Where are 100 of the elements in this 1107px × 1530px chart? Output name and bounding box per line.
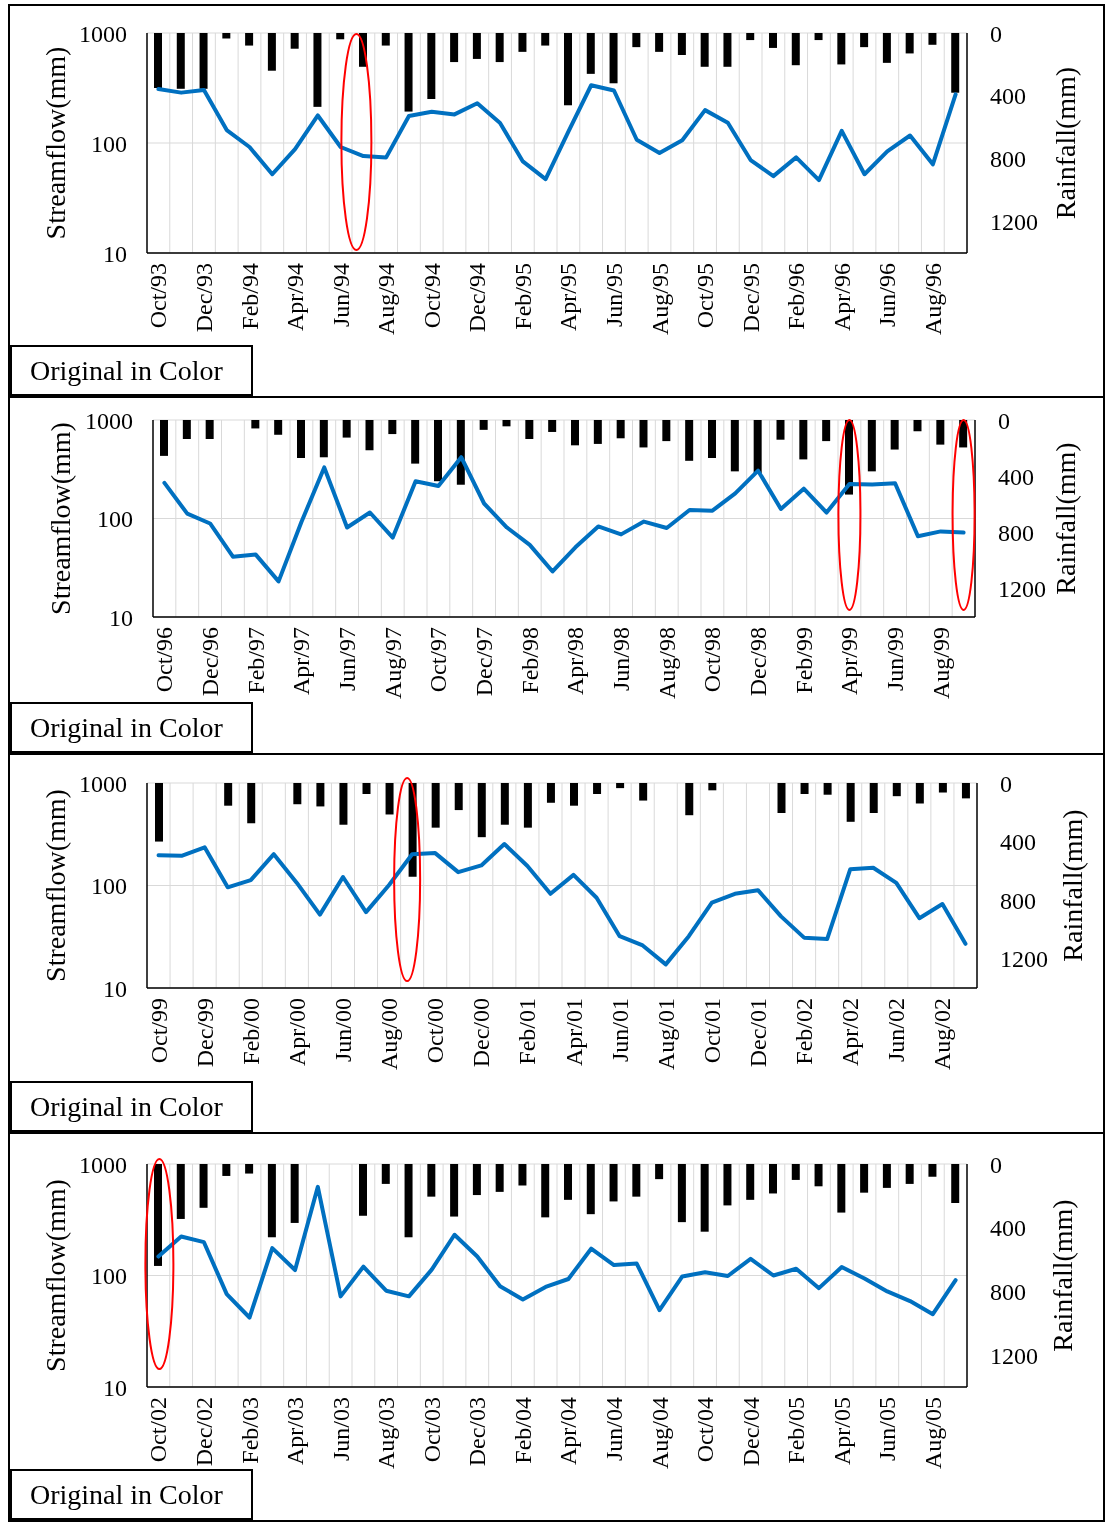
x-tick-label: Jun/01 xyxy=(606,998,633,1063)
x-tick-label: Aug/05 xyxy=(919,1397,946,1469)
x-tick-label: Oct/98 xyxy=(699,627,726,693)
x-tick-label: Aug/04 xyxy=(646,1397,673,1469)
x-tick-label: Oct/01 xyxy=(698,998,725,1064)
x-tick-label: Dec/04 xyxy=(737,1397,764,1467)
y2-tick-label: 1200 xyxy=(990,209,1038,236)
y-axis-title: Streamflow(mm) xyxy=(39,789,71,982)
y2-tick-label: 400 xyxy=(990,1215,1026,1242)
x-tick-label: Aug/03 xyxy=(373,1397,400,1469)
y2-axis-title: Rainfall(mm) xyxy=(1049,442,1081,595)
x-tick-label: Dec/95 xyxy=(737,263,764,333)
x-tick-label: Jun/03 xyxy=(327,1397,354,1462)
x-tick-label: Oct/03 xyxy=(418,1397,445,1463)
x-tick-label: Oct/00 xyxy=(422,998,449,1064)
y-tick-label: 100 xyxy=(91,1263,127,1290)
x-tick-label: Aug/95 xyxy=(646,263,673,335)
y2-tick-label: 1200 xyxy=(990,1342,1038,1369)
x-tick-label: Oct/93 xyxy=(145,263,172,329)
x-tick-label: Aug/94 xyxy=(373,263,400,335)
y-tick-label: 100 xyxy=(91,130,127,157)
x-tick-label: Feb/98 xyxy=(516,627,543,694)
x-tick-label: Feb/96 xyxy=(783,263,810,330)
x-tick-label: Apr/01 xyxy=(560,998,587,1066)
x-tick-label: Dec/98 xyxy=(745,627,772,697)
x-tick-label: Jun/02 xyxy=(883,998,910,1063)
y2-tick-label: 0 xyxy=(1000,770,1012,797)
y2-tick-label: 400 xyxy=(1000,829,1036,856)
x-tick-label: Dec/94 xyxy=(464,263,491,333)
y-tick-label: 100 xyxy=(97,506,133,533)
x-tick-label: Dec/00 xyxy=(468,998,495,1068)
x-tick-label: Dec/01 xyxy=(744,998,771,1068)
y2-tick-label: 800 xyxy=(990,146,1026,173)
x-tick-label: Feb/99 xyxy=(790,627,817,694)
x-tick-label: Apr/03 xyxy=(282,1397,309,1465)
x-tick-label: Jun/95 xyxy=(600,263,627,328)
x-tick-label: Apr/96 xyxy=(828,263,855,331)
x-tick-label: Aug/97 xyxy=(379,627,406,699)
y2-axis-title: Rainfall(mm) xyxy=(1049,66,1081,220)
y2-tick-label: 1200 xyxy=(1000,946,1048,973)
x-tick-label: Feb/05 xyxy=(783,1397,810,1464)
x-tick-label: Oct/95 xyxy=(692,263,719,329)
x-tick-label: Oct/02 xyxy=(145,1397,172,1463)
x-tick-label: Feb/95 xyxy=(509,263,536,330)
text: Original in Color xyxy=(30,1478,223,1512)
x-tick-label: Oct/04 xyxy=(692,1397,719,1463)
text: Original in Color xyxy=(30,354,223,388)
y2-tick-label: 800 xyxy=(1000,887,1036,914)
x-tick-label: Oct/97 xyxy=(425,627,452,693)
y2-tick-label: 0 xyxy=(990,1151,1002,1178)
y-tick-label: 1000 xyxy=(85,407,133,434)
x-tick-label: Aug/96 xyxy=(919,263,946,335)
x-tick-label: Dec/96 xyxy=(197,627,224,697)
x-tick-label: Apr/00 xyxy=(283,998,310,1066)
y2-tick-label: 0 xyxy=(990,20,1002,47)
x-tick-label: Apr/94 xyxy=(282,263,309,331)
y-tick-label: 100 xyxy=(91,873,127,900)
x-tick-label: Jun/00 xyxy=(329,998,356,1063)
y-axis-title: Streamflow(mm) xyxy=(39,46,71,240)
x-tick-label: Aug/99 xyxy=(927,627,954,699)
x-tick-label: Apr/04 xyxy=(555,1397,582,1465)
y2-tick-label: 400 xyxy=(998,463,1034,490)
y2-tick-label: 1200 xyxy=(998,576,1046,603)
x-tick-label: Apr/97 xyxy=(288,627,315,695)
y2-axis-title: Rainfall(mm) xyxy=(1046,1199,1078,1352)
line-series xyxy=(156,83,958,183)
x-tick-label: Dec/99 xyxy=(191,998,218,1068)
x-tick-label: Feb/01 xyxy=(514,998,541,1065)
y-axis-title: Streamflow(mm) xyxy=(44,422,76,615)
x-tick-label: Feb/00 xyxy=(237,998,264,1065)
y-tick-label: 1000 xyxy=(79,20,127,47)
x-tick-label: Oct/99 xyxy=(145,998,172,1064)
y2-tick-label: 800 xyxy=(998,520,1034,547)
x-tick-label: Aug/01 xyxy=(652,998,679,1070)
x-tick-label: Jun/99 xyxy=(882,627,909,692)
x-tick-label: Feb/02 xyxy=(791,998,818,1065)
y2-axis-title: Rainfall(mm) xyxy=(1056,809,1088,962)
y-tick-label: 1000 xyxy=(79,770,127,797)
x-tick-label: Oct/96 xyxy=(151,627,178,693)
x-tick-label: Apr/05 xyxy=(828,1397,855,1465)
x-tick-label: Jun/98 xyxy=(608,627,635,692)
y2-tick-label: 400 xyxy=(990,83,1026,110)
x-tick-label: Dec/93 xyxy=(190,263,217,333)
y-tick-label: 10 xyxy=(103,240,127,267)
x-tick-label: Apr/99 xyxy=(836,627,863,695)
x-tick-label: Dec/02 xyxy=(190,1397,217,1467)
y-tick-label: 1000 xyxy=(79,1151,127,1178)
x-tick-label: Jun/96 xyxy=(874,263,901,328)
x-tick-label: Feb/04 xyxy=(509,1397,536,1464)
line-series xyxy=(156,1184,958,1320)
text: Original in Color xyxy=(30,1090,223,1124)
y-tick-label: 10 xyxy=(103,1374,127,1401)
y2-tick-label: 800 xyxy=(990,1278,1026,1305)
x-tick-label: Feb/97 xyxy=(242,627,269,694)
x-tick-label: Jun/94 xyxy=(327,263,354,328)
x-tick-label: Aug/98 xyxy=(653,627,680,699)
x-tick-label: Apr/95 xyxy=(555,263,582,331)
x-tick-label: Apr/02 xyxy=(837,998,864,1066)
line-series xyxy=(162,455,966,584)
x-tick-label: Feb/94 xyxy=(236,263,263,330)
